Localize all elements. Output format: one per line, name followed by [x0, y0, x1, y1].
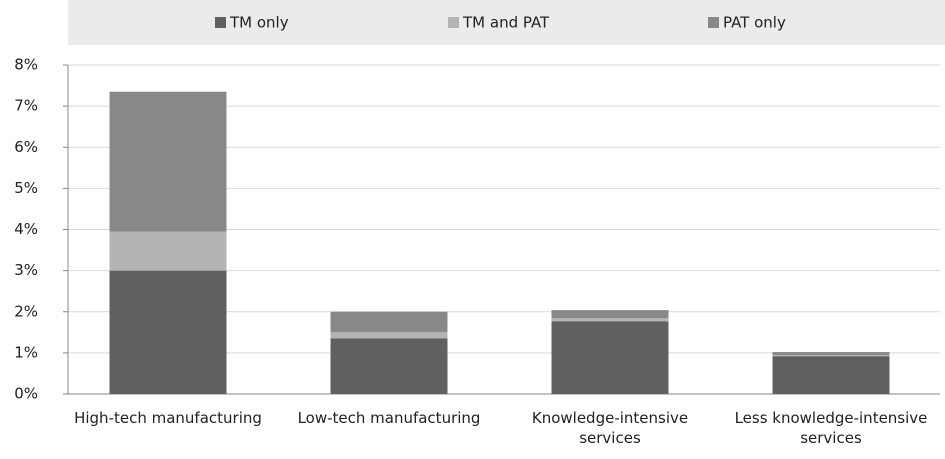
bar-segment	[330, 338, 448, 394]
x-tick-label: High-tech manufacturing	[74, 409, 262, 427]
y-tick-label: 8%	[14, 56, 38, 74]
legend-swatch	[215, 17, 226, 28]
bar-segment	[330, 311, 448, 333]
legend-swatch	[708, 17, 719, 28]
bar-segment	[109, 91, 227, 232]
x-tick-label: Knowledge-intensive services	[531, 409, 689, 447]
bar-segment	[109, 231, 227, 271]
legend-background	[68, 0, 945, 45]
bar-segment	[551, 310, 669, 319]
legend-swatch	[448, 17, 459, 28]
y-tick-label: 4%	[14, 220, 38, 238]
y-tick-label: 6%	[14, 138, 38, 156]
bar-segment	[551, 321, 669, 394]
y-tick-label: 1%	[14, 343, 38, 361]
y-tick-label: 3%	[14, 261, 38, 279]
x-tick-label: Less knowledge-intensive services	[734, 409, 928, 447]
bar-segment	[772, 356, 890, 394]
legend-label: TM only	[229, 14, 289, 32]
y-tick-label: 5%	[14, 179, 38, 197]
y-tick-label: 2%	[14, 302, 38, 320]
bar-segment	[772, 354, 890, 357]
y-tick-label: 7%	[14, 97, 38, 115]
legend-label: PAT only	[723, 14, 786, 32]
bar-segment	[109, 270, 227, 394]
legend-label: TM and PAT	[462, 14, 550, 32]
bar-segment	[772, 352, 890, 355]
y-tick-label: 0%	[14, 385, 38, 403]
x-tick-label: Low-tech manufacturing	[297, 409, 481, 427]
bar-segment	[551, 318, 669, 322]
bar-segment	[330, 332, 448, 339]
